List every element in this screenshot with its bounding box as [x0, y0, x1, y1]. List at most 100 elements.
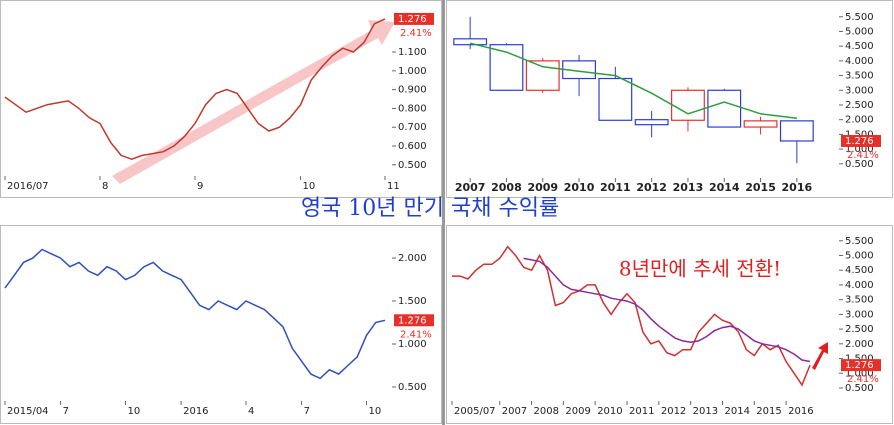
last-price-label: 1.276 [398, 315, 427, 326]
y-tick-label: 4.000 [845, 56, 874, 67]
y-tick-label: 5.000 [845, 26, 874, 37]
panel-frame [446, 225, 893, 424]
price-line [4, 248, 386, 380]
x-tick-label: 2008 [534, 406, 559, 417]
y-tick-label: 0.500 [398, 160, 427, 171]
x-tick-label: 2008 [491, 181, 522, 194]
y-tick-label: 0.700 [398, 122, 427, 133]
last-price-box [841, 134, 881, 147]
x-tick-label: 2011 [629, 406, 654, 417]
y-tick-label: 1.500 [845, 354, 874, 365]
y-tick-label: 4.500 [845, 41, 874, 52]
x-tick-label: 2012 [636, 181, 667, 194]
y-tick-label: 2.500 [845, 100, 874, 111]
y-tick-label: 2.000 [845, 115, 874, 126]
y-tick-label: 3.000 [845, 309, 874, 320]
x-tick-label: 2005/07 [454, 406, 496, 417]
panel-frame [0, 0, 442, 198]
x-tick-label: 2015 [745, 181, 776, 194]
last-price-box [394, 12, 434, 25]
panel-frame [0, 225, 442, 424]
x-tick-label: 2009 [527, 181, 558, 194]
y-tick-label: 5.000 [845, 250, 874, 261]
x-tick-label: 4 [248, 406, 254, 417]
last-price-box [394, 314, 434, 327]
y-tick-label: 1.100 [398, 47, 427, 58]
x-tick-label: 10 [368, 406, 381, 417]
y-tick-label: 2.000 [845, 339, 874, 350]
x-tick-label: 2012 [661, 406, 686, 417]
x-tick-label: 8 [102, 181, 108, 192]
change-label: 2.41% [400, 28, 432, 39]
x-tick-label: 7 [304, 406, 310, 417]
y-tick-label: 2.500 [845, 324, 874, 335]
x-tick-label: 2013 [673, 181, 704, 194]
y-tick-label: 4.000 [845, 280, 874, 291]
price-line [523, 257, 811, 363]
change-label: 2.41% [847, 150, 879, 161]
y-tick-label: 0.500 [845, 159, 874, 170]
x-tick-label: 7 [63, 406, 69, 417]
trend-arrow [812, 342, 828, 370]
trend-arrow [112, 20, 395, 184]
y-tick-label: 3.500 [845, 71, 874, 82]
y-tick-label: 1.000 [398, 339, 427, 350]
last-price-label: 1.276 [398, 14, 427, 25]
price-line [469, 42, 797, 119]
y-tick-label: 0.500 [398, 382, 427, 393]
last-price-label: 1.276 [845, 360, 874, 371]
x-tick-label: 2007 [502, 406, 527, 417]
price-line [4, 18, 386, 160]
x-tick-label: 2015/04 [7, 406, 49, 417]
x-tick-label: 10 [127, 406, 140, 417]
x-tick-label: 2009 [565, 406, 590, 417]
y-tick-label: 0.900 [398, 85, 427, 96]
candle-body [634, 119, 669, 126]
x-tick-label: 11 [387, 181, 400, 192]
x-tick-label: 2015 [756, 406, 781, 417]
x-tick-label: 2016 [788, 406, 813, 417]
x-tick-label: 2007 [455, 181, 486, 194]
x-tick-label: 9 [197, 181, 203, 192]
candle-body [743, 120, 778, 128]
y-tick-label: 2.000 [398, 253, 427, 264]
y-tick-label: 3.000 [845, 85, 874, 96]
y-tick-label: 5.500 [845, 12, 874, 23]
panel-frame [446, 0, 893, 198]
y-tick-label: 0.500 [845, 383, 874, 394]
candle-body [525, 60, 560, 91]
x-tick-label: 2014 [724, 406, 749, 417]
candle-body [598, 77, 633, 121]
y-tick-label: 4.500 [845, 265, 874, 276]
x-tick-label: 2016/07 [7, 181, 49, 192]
x-tick-label: 2011 [600, 181, 631, 194]
x-tick-label: 2010 [597, 406, 622, 417]
y-tick-label: 1.500 [845, 129, 874, 140]
y-tick-label: 1.500 [398, 296, 427, 307]
price-line [452, 245, 811, 387]
x-tick-label: 2013 [693, 406, 718, 417]
x-tick-label: 2016 [183, 406, 208, 417]
change-label: 2.41% [400, 329, 432, 340]
y-tick-label: 3.500 [845, 295, 874, 306]
candle-body [779, 120, 814, 142]
y-tick-label: 0.800 [398, 103, 427, 114]
x-tick-label: 2014 [709, 181, 740, 194]
page-title: 영국 10년 만기 국채 수익률 [301, 196, 559, 221]
y-tick-label: 1.000 [398, 66, 427, 77]
candle-body [707, 89, 742, 128]
y-tick-label: 1.000 [845, 368, 874, 379]
x-tick-label: 10 [303, 181, 316, 192]
candle-body [453, 38, 488, 46]
y-tick-label: 5.500 [845, 236, 874, 247]
last-price-label: 1.276 [845, 136, 874, 147]
candle-body [671, 89, 705, 121]
annotation: 8년만에 추세 전환! [619, 257, 781, 281]
x-tick-label: 2010 [564, 181, 595, 194]
y-tick-label: 0.600 [398, 141, 427, 152]
y-tick-label: 1.000 [845, 144, 874, 155]
last-price-box [841, 359, 881, 372]
change-label: 2.41% [847, 374, 879, 385]
x-tick-label: 2016 [782, 181, 813, 194]
